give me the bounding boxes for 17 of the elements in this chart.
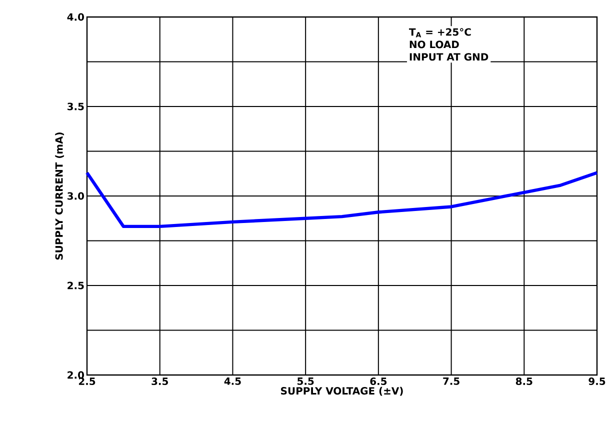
x-tick-label: 6.5 bbox=[370, 378, 387, 386]
y-tick-label: 4.0 bbox=[67, 13, 84, 21]
y-tick-label: 2.0 bbox=[68, 371, 84, 379]
x-tick-label: 8.5 bbox=[516, 378, 532, 386]
x-tick-label: 9.5 bbox=[588, 378, 606, 386]
x-tick-label: 3.5 bbox=[152, 378, 168, 386]
y-tick-label: 3.0 bbox=[68, 192, 84, 200]
x-axis-title: SUPPLY VOLTAGE (±V) bbox=[281, 386, 403, 396]
y-axis-title: SUPPLY CURRENT (mA) bbox=[55, 132, 64, 260]
y-tick-label: 3.5 bbox=[68, 102, 84, 110]
x-tick-label: 5.5 bbox=[298, 378, 314, 385]
x-tick-label: 7.5 bbox=[443, 378, 460, 385]
y-tick-label: 2.5 bbox=[68, 282, 84, 290]
annotation: INPUT AT GND bbox=[410, 53, 488, 61]
annotation: T$_{A}$ = +25°C bbox=[409, 28, 471, 38]
annotation: NO LOAD bbox=[410, 40, 459, 48]
x-tick-label: 4.5 bbox=[224, 378, 241, 385]
